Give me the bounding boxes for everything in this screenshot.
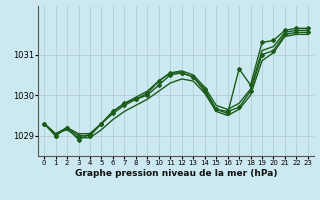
X-axis label: Graphe pression niveau de la mer (hPa): Graphe pression niveau de la mer (hPa) [75,169,277,178]
